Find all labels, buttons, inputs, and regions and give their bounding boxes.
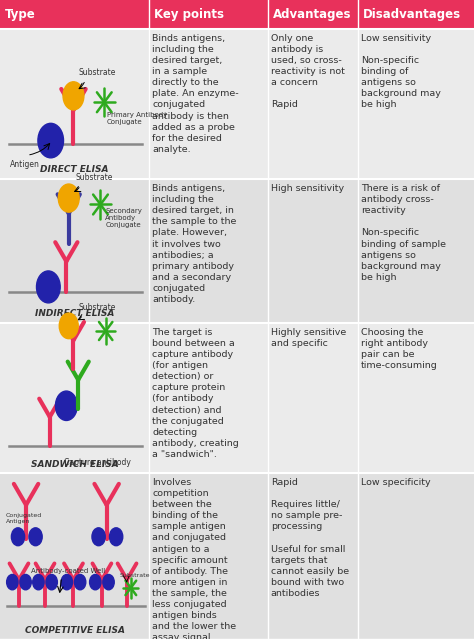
Circle shape [61,574,73,590]
Text: Choosing the
right antibody
pair can be
time-consuming: Choosing the right antibody pair can be … [361,328,438,370]
Text: Substrate: Substrate [76,173,113,182]
Circle shape [109,528,123,546]
Text: Substrate: Substrate [78,68,116,77]
Circle shape [46,574,57,590]
Text: Disadvantages: Disadvantages [363,8,461,21]
Text: COMPETITIVE ELISA: COMPETITIVE ELISA [25,626,125,635]
Circle shape [11,528,25,546]
Text: Capture antibody: Capture antibody [64,458,131,466]
Text: Key points: Key points [154,8,224,21]
Circle shape [38,123,64,158]
Text: Only one
antibody is
used, so cross-
reactivity is not
a concern

Rapid: Only one antibody is used, so cross- rea… [271,34,345,109]
FancyBboxPatch shape [0,0,474,29]
Circle shape [63,82,84,110]
FancyBboxPatch shape [0,29,474,179]
FancyBboxPatch shape [0,473,474,639]
Circle shape [29,528,42,546]
Text: INDIRECT ELISA: INDIRECT ELISA [35,309,114,318]
Circle shape [92,528,105,546]
Circle shape [59,313,78,339]
Circle shape [20,574,31,590]
Text: Binds antigens,
including the
desired target,
in a sample
directly to the
plate.: Binds antigens, including the desired ta… [152,34,239,154]
Text: Rapid

Requires little/
no sample pre-
processing

Useful for small
targets that: Rapid Requires little/ no sample pre- pr… [271,478,349,598]
Circle shape [58,184,79,212]
Text: Binds antigens,
including the
desired target, in
the sample to the
plate. Howeve: Binds antigens, including the desired ta… [152,184,237,304]
Circle shape [55,391,77,420]
Circle shape [33,574,44,590]
Text: High sensitivity: High sensitivity [271,184,344,193]
Text: Secondary
Antibody
Conjugate: Secondary Antibody Conjugate [105,208,142,227]
FancyBboxPatch shape [0,179,474,323]
Text: Substrate: Substrate [120,573,150,578]
Text: Substrate: Substrate [78,303,116,312]
Text: Antibody-coated Well: Antibody-coated Well [31,567,105,574]
Circle shape [74,574,86,590]
FancyBboxPatch shape [0,323,474,473]
Text: Antigen: Antigen [10,160,40,169]
Text: Conjugated
Antigen: Conjugated Antigen [6,513,42,524]
Text: There is a risk of
antibody cross-
reactivity

Non-specific
binding of sample
an: There is a risk of antibody cross- react… [361,184,446,282]
Text: Low sensitivity

Non-specific
binding of
antigens so
background may
be high: Low sensitivity Non-specific binding of … [361,34,441,109]
Circle shape [103,574,114,590]
Text: Low specificity: Low specificity [361,478,430,487]
Text: The target is
bound between a
capture antibody
(for antigen
detection) or
captur: The target is bound between a capture an… [152,328,239,459]
Circle shape [90,574,101,590]
Text: Highly sensitive
and specific: Highly sensitive and specific [271,328,346,348]
Text: Advantages: Advantages [273,8,351,21]
Text: Involves
competition
between the
binding of the
sample antigen
and conjugated
an: Involves competition between the binding… [152,478,236,639]
Text: Primary Antibody
Conjugate: Primary Antibody Conjugate [107,112,167,125]
Text: SANDWICH ELISA: SANDWICH ELISA [31,460,118,469]
Text: Type: Type [5,8,36,21]
Text: DIRECT ELISA: DIRECT ELISA [40,165,109,174]
Circle shape [7,574,18,590]
Circle shape [36,271,60,303]
